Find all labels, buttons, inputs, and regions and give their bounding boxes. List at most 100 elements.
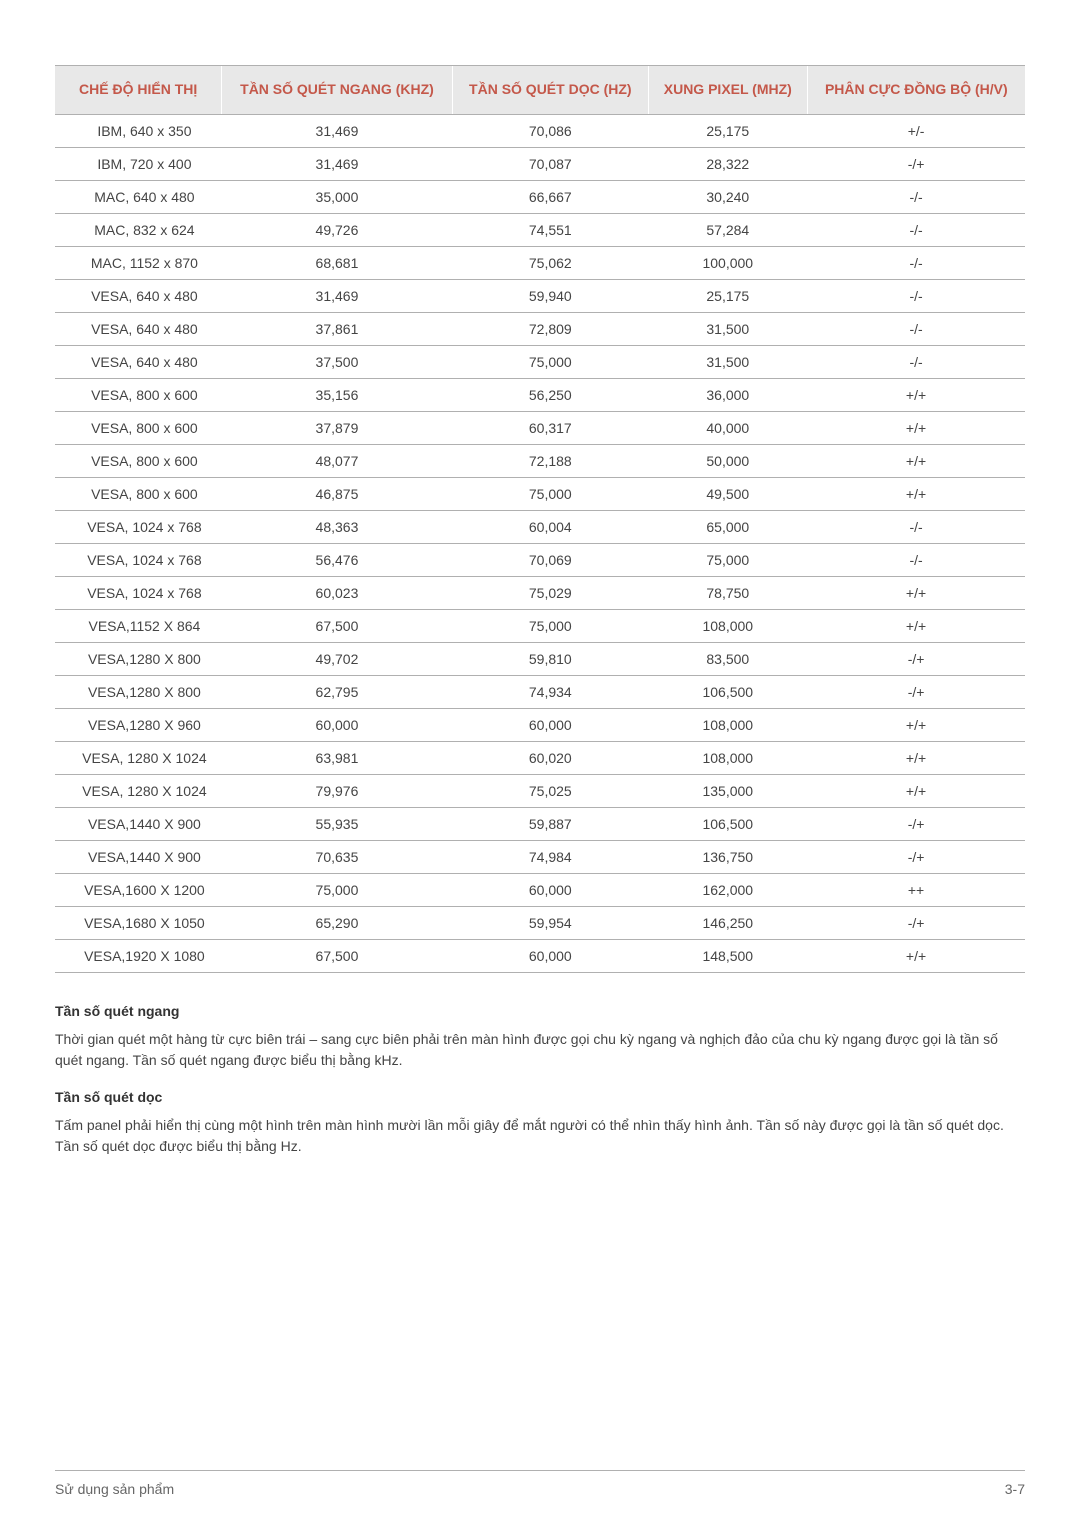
table-cell: -/- <box>807 543 1025 576</box>
table-cell: 108,000 <box>648 708 807 741</box>
table-cell: 146,250 <box>648 906 807 939</box>
table-row: VESA, 800 x 60046,87575,00049,500+/+ <box>55 477 1025 510</box>
table-cell: 37,861 <box>222 312 452 345</box>
table-cell: -/- <box>807 345 1025 378</box>
table-cell: 79,976 <box>222 774 452 807</box>
table-cell: ++ <box>807 873 1025 906</box>
table-cell: 68,681 <box>222 246 452 279</box>
table-cell: VESA, 800 x 600 <box>55 477 222 510</box>
table-cell: VESA,1920 X 1080 <box>55 939 222 972</box>
table-cell: 35,156 <box>222 378 452 411</box>
table-cell: -/+ <box>807 642 1025 675</box>
display-modes-table-container: CHẾ ĐỘ HIỂN THỊ TẦN SỐ QUÉT NGANG (KHZ) … <box>55 65 1025 973</box>
v-freq-heading: Tần số quét dọc <box>55 1089 1025 1105</box>
table-cell: 70,635 <box>222 840 452 873</box>
table-cell: -/- <box>807 312 1025 345</box>
table-cell: 108,000 <box>648 741 807 774</box>
table-cell: 75,029 <box>452 576 648 609</box>
table-cell: 75,000 <box>222 873 452 906</box>
table-cell: +/+ <box>807 708 1025 741</box>
table-cell: 60,317 <box>452 411 648 444</box>
table-row: VESA,1152 X 86467,50075,000108,000+/+ <box>55 609 1025 642</box>
display-modes-table: CHẾ ĐỘ HIỂN THỊ TẦN SỐ QUÉT NGANG (KHZ) … <box>55 66 1025 973</box>
table-cell: -/+ <box>807 147 1025 180</box>
table-row: IBM, 640 x 35031,46970,08625,175+/- <box>55 114 1025 147</box>
table-cell: 106,500 <box>648 807 807 840</box>
table-cell: +/+ <box>807 477 1025 510</box>
table-cell: VESA,1440 X 900 <box>55 840 222 873</box>
table-cell: 70,086 <box>452 114 648 147</box>
table-cell: 78,750 <box>648 576 807 609</box>
table-row: VESA, 1280 X 102463,98160,020108,000+/+ <box>55 741 1025 774</box>
table-cell: VESA, 1024 x 768 <box>55 510 222 543</box>
table-cell: MAC, 640 x 480 <box>55 180 222 213</box>
table-cell: MAC, 832 x 624 <box>55 213 222 246</box>
table-row: VESA, 1024 x 76856,47670,06975,000-/- <box>55 543 1025 576</box>
table-cell: 83,500 <box>648 642 807 675</box>
table-cell: 65,000 <box>648 510 807 543</box>
table-row: MAC, 1152 x 87068,68175,062100,000-/- <box>55 246 1025 279</box>
table-cell: 49,500 <box>648 477 807 510</box>
table-cell: 63,981 <box>222 741 452 774</box>
table-cell: VESA, 1024 x 768 <box>55 543 222 576</box>
table-row: MAC, 640 x 48035,00066,66730,240-/- <box>55 180 1025 213</box>
table-cell: 37,500 <box>222 345 452 378</box>
table-cell: VESA,1280 X 960 <box>55 708 222 741</box>
table-cell: IBM, 720 x 400 <box>55 147 222 180</box>
table-cell: VESA,1152 X 864 <box>55 609 222 642</box>
table-cell: 25,175 <box>648 279 807 312</box>
table-row: VESA, 1024 x 76848,36360,00465,000-/- <box>55 510 1025 543</box>
table-cell: 67,500 <box>222 939 452 972</box>
table-cell: 55,935 <box>222 807 452 840</box>
table-row: MAC, 832 x 62449,72674,55157,284-/- <box>55 213 1025 246</box>
table-cell: 37,879 <box>222 411 452 444</box>
table-cell: 40,000 <box>648 411 807 444</box>
table-cell: +/+ <box>807 411 1025 444</box>
table-cell: 35,000 <box>222 180 452 213</box>
table-cell: 162,000 <box>648 873 807 906</box>
table-cell: -/+ <box>807 840 1025 873</box>
table-cell: 31,500 <box>648 345 807 378</box>
table-cell: 60,000 <box>452 873 648 906</box>
table-body: IBM, 640 x 35031,46970,08625,175+/-IBM, … <box>55 114 1025 972</box>
table-cell: 75,000 <box>452 609 648 642</box>
table-cell: -/- <box>807 246 1025 279</box>
table-cell: 48,363 <box>222 510 452 543</box>
table-row: VESA,1280 X 80062,79574,934106,500-/+ <box>55 675 1025 708</box>
table-cell: 75,000 <box>452 477 648 510</box>
table-cell: VESA,1600 X 1200 <box>55 873 222 906</box>
table-cell: +/+ <box>807 609 1025 642</box>
h-freq-text: Thời gian quét một hàng từ cực biên trái… <box>55 1029 1025 1071</box>
table-cell: VESA, 800 x 600 <box>55 444 222 477</box>
table-cell: 62,795 <box>222 675 452 708</box>
table-cell: 57,284 <box>648 213 807 246</box>
table-cell: 66,667 <box>452 180 648 213</box>
table-header-row: CHẾ ĐỘ HIỂN THỊ TẦN SỐ QUÉT NGANG (KHZ) … <box>55 66 1025 114</box>
col-sync-polarity: PHÂN CỰC ĐỒNG BỘ (H/V) <box>807 66 1025 114</box>
table-cell: MAC, 1152 x 870 <box>55 246 222 279</box>
table-cell: 31,469 <box>222 147 452 180</box>
table-cell: 60,023 <box>222 576 452 609</box>
table-cell: 75,025 <box>452 774 648 807</box>
table-cell: -/- <box>807 180 1025 213</box>
table-cell: +/+ <box>807 444 1025 477</box>
table-row: VESA, 800 x 60037,87960,31740,000+/+ <box>55 411 1025 444</box>
table-cell: 148,500 <box>648 939 807 972</box>
table-cell: 50,000 <box>648 444 807 477</box>
table-cell: 74,984 <box>452 840 648 873</box>
table-row: VESA,1680 X 105065,29059,954146,250-/+ <box>55 906 1025 939</box>
h-freq-heading: Tần số quét ngang <box>55 1003 1025 1019</box>
table-cell: 72,188 <box>452 444 648 477</box>
table-cell: VESA, 640 x 480 <box>55 345 222 378</box>
table-cell: 31,469 <box>222 114 452 147</box>
table-cell: VESA,1680 X 1050 <box>55 906 222 939</box>
table-cell: -/- <box>807 510 1025 543</box>
table-cell: VESA, 1280 X 1024 <box>55 741 222 774</box>
table-cell: 60,004 <box>452 510 648 543</box>
table-cell: 48,077 <box>222 444 452 477</box>
table-cell: VESA,1440 X 900 <box>55 807 222 840</box>
table-cell: VESA, 640 x 480 <box>55 312 222 345</box>
table-cell: 75,000 <box>648 543 807 576</box>
table-cell: 74,551 <box>452 213 648 246</box>
table-row: VESA,1280 X 96060,00060,000108,000+/+ <box>55 708 1025 741</box>
